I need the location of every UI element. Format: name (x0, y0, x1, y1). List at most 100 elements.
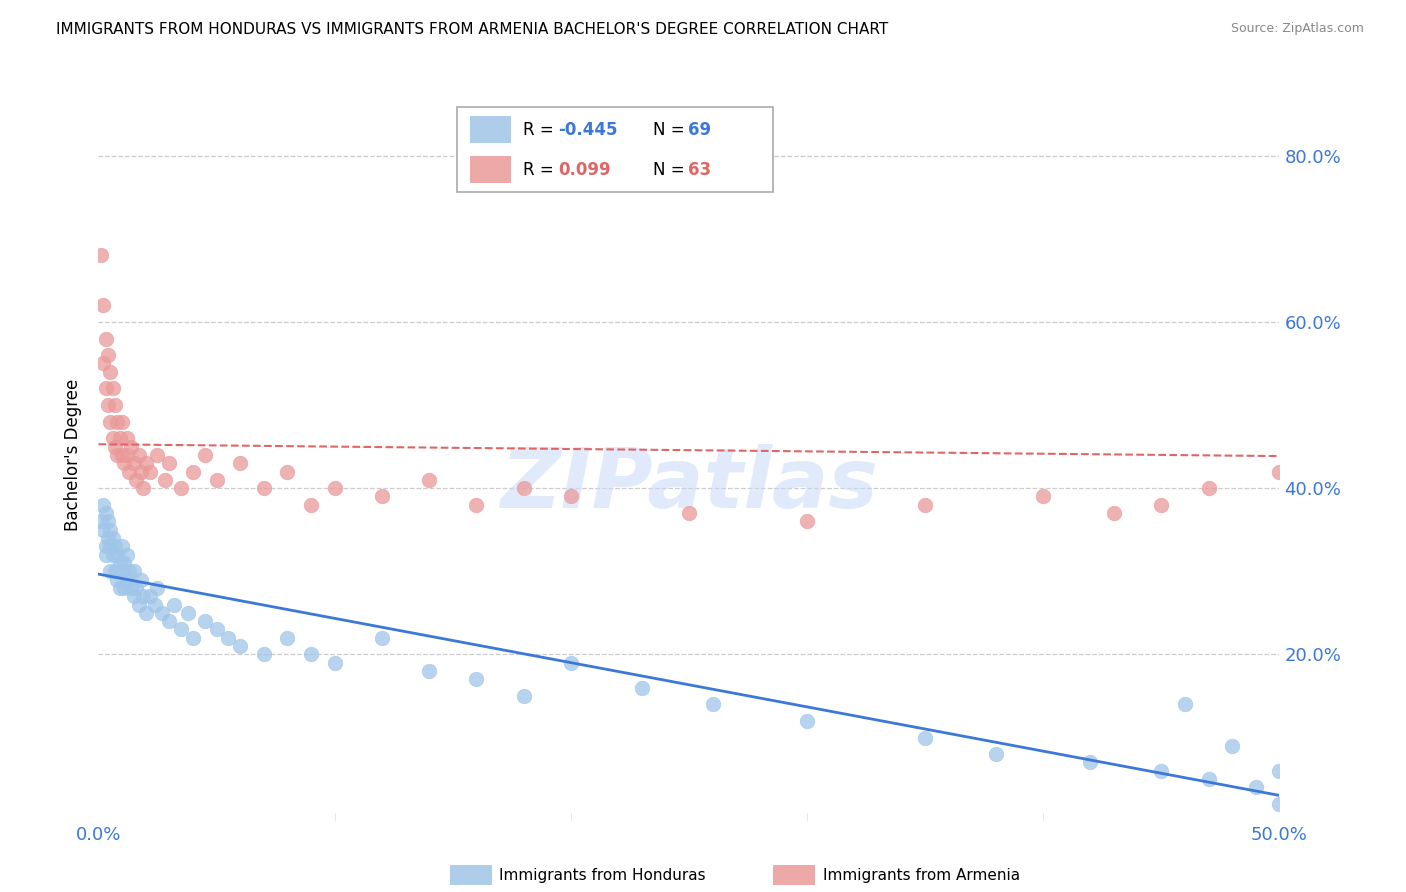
Point (1198, 481, 1220, 495)
Point (914, 498, 936, 512)
Text: Immigrants from Armenia: Immigrants from Armenia (823, 869, 1019, 883)
Point (98, 415, 121, 429)
Point (796, 515, 818, 529)
Point (125, 473, 148, 487)
Point (630, 681, 652, 695)
Point (678, 506, 700, 520)
Point (118, 564, 141, 578)
Point (560, 656, 582, 670)
Point (276, 631, 298, 645)
Point (105, 415, 128, 429)
Point (112, 556, 135, 570)
Point (94, 539, 117, 553)
Text: R =: R = (523, 161, 565, 178)
Point (253, 648, 276, 662)
Bar (470, 156, 510, 183)
Point (128, 598, 150, 612)
Point (105, 548, 128, 562)
Point (112, 581, 135, 595)
Point (1268, 797, 1291, 811)
Bar (470, 116, 510, 144)
Point (984, 747, 1007, 761)
Point (1174, 698, 1197, 712)
Point (146, 448, 169, 462)
Text: Immigrants from Honduras: Immigrants from Honduras (499, 869, 706, 883)
Text: IMMIGRANTS FROM HONDURAS VS IMMIGRANTS FROM ARMENIA BACHELOR'S DEGREE CORRELATIO: IMMIGRANTS FROM HONDURAS VS IMMIGRANTS F… (56, 22, 889, 37)
Point (122, 456, 145, 470)
Point (101, 381, 124, 395)
Point (1386, 456, 1406, 470)
Point (104, 398, 127, 412)
Text: 69: 69 (688, 121, 711, 139)
Point (111, 539, 134, 553)
Text: 63: 63 (688, 161, 711, 178)
Point (122, 564, 145, 578)
Point (104, 440, 127, 454)
Text: N =: N = (652, 161, 690, 178)
Point (139, 589, 162, 603)
Point (465, 498, 488, 512)
Point (418, 664, 440, 678)
Text: -0.445: -0.445 (558, 121, 617, 139)
Point (299, 648, 322, 662)
Point (94, 381, 117, 395)
Point (90, 248, 112, 262)
Text: Source: ZipAtlas.com: Source: ZipAtlas.com (1230, 22, 1364, 36)
Text: 0.099: 0.099 (558, 161, 610, 178)
Point (1150, 764, 1173, 778)
Point (121, 440, 143, 454)
Point (91, 356, 114, 370)
Point (135, 456, 157, 470)
Point (796, 714, 818, 728)
Point (115, 573, 138, 587)
Point (105, 448, 128, 462)
Point (418, 473, 440, 487)
Point (98, 523, 121, 537)
Point (702, 698, 724, 712)
Point (108, 431, 131, 445)
Point (108, 556, 131, 570)
Point (177, 606, 200, 620)
Point (98, 539, 121, 553)
Point (132, 589, 155, 603)
Point (1220, 739, 1243, 753)
Point (205, 473, 228, 487)
Point (135, 606, 157, 620)
Point (1244, 780, 1267, 795)
Point (157, 614, 180, 628)
Point (129, 573, 152, 587)
Point (129, 465, 152, 479)
Point (121, 581, 143, 595)
Point (111, 448, 134, 462)
Point (115, 448, 138, 462)
Point (194, 448, 217, 462)
Point (143, 598, 166, 612)
Point (914, 731, 936, 745)
Point (104, 564, 127, 578)
Point (90, 515, 112, 529)
Point (323, 481, 346, 495)
Point (371, 631, 394, 645)
Point (108, 581, 131, 595)
Point (97, 531, 120, 545)
Point (139, 465, 162, 479)
Point (125, 581, 148, 595)
Point (101, 531, 124, 545)
Point (371, 490, 394, 504)
Point (153, 473, 176, 487)
Point (229, 639, 252, 653)
Point (170, 481, 193, 495)
Point (157, 456, 180, 470)
Point (181, 631, 204, 645)
Point (94, 332, 117, 346)
Point (111, 564, 134, 578)
Point (105, 573, 128, 587)
Point (94, 548, 117, 562)
Point (229, 456, 252, 470)
Point (1150, 498, 1173, 512)
FancyBboxPatch shape (457, 107, 773, 192)
Point (115, 548, 138, 562)
Point (97, 515, 120, 529)
Point (115, 431, 138, 445)
Point (98, 564, 121, 578)
